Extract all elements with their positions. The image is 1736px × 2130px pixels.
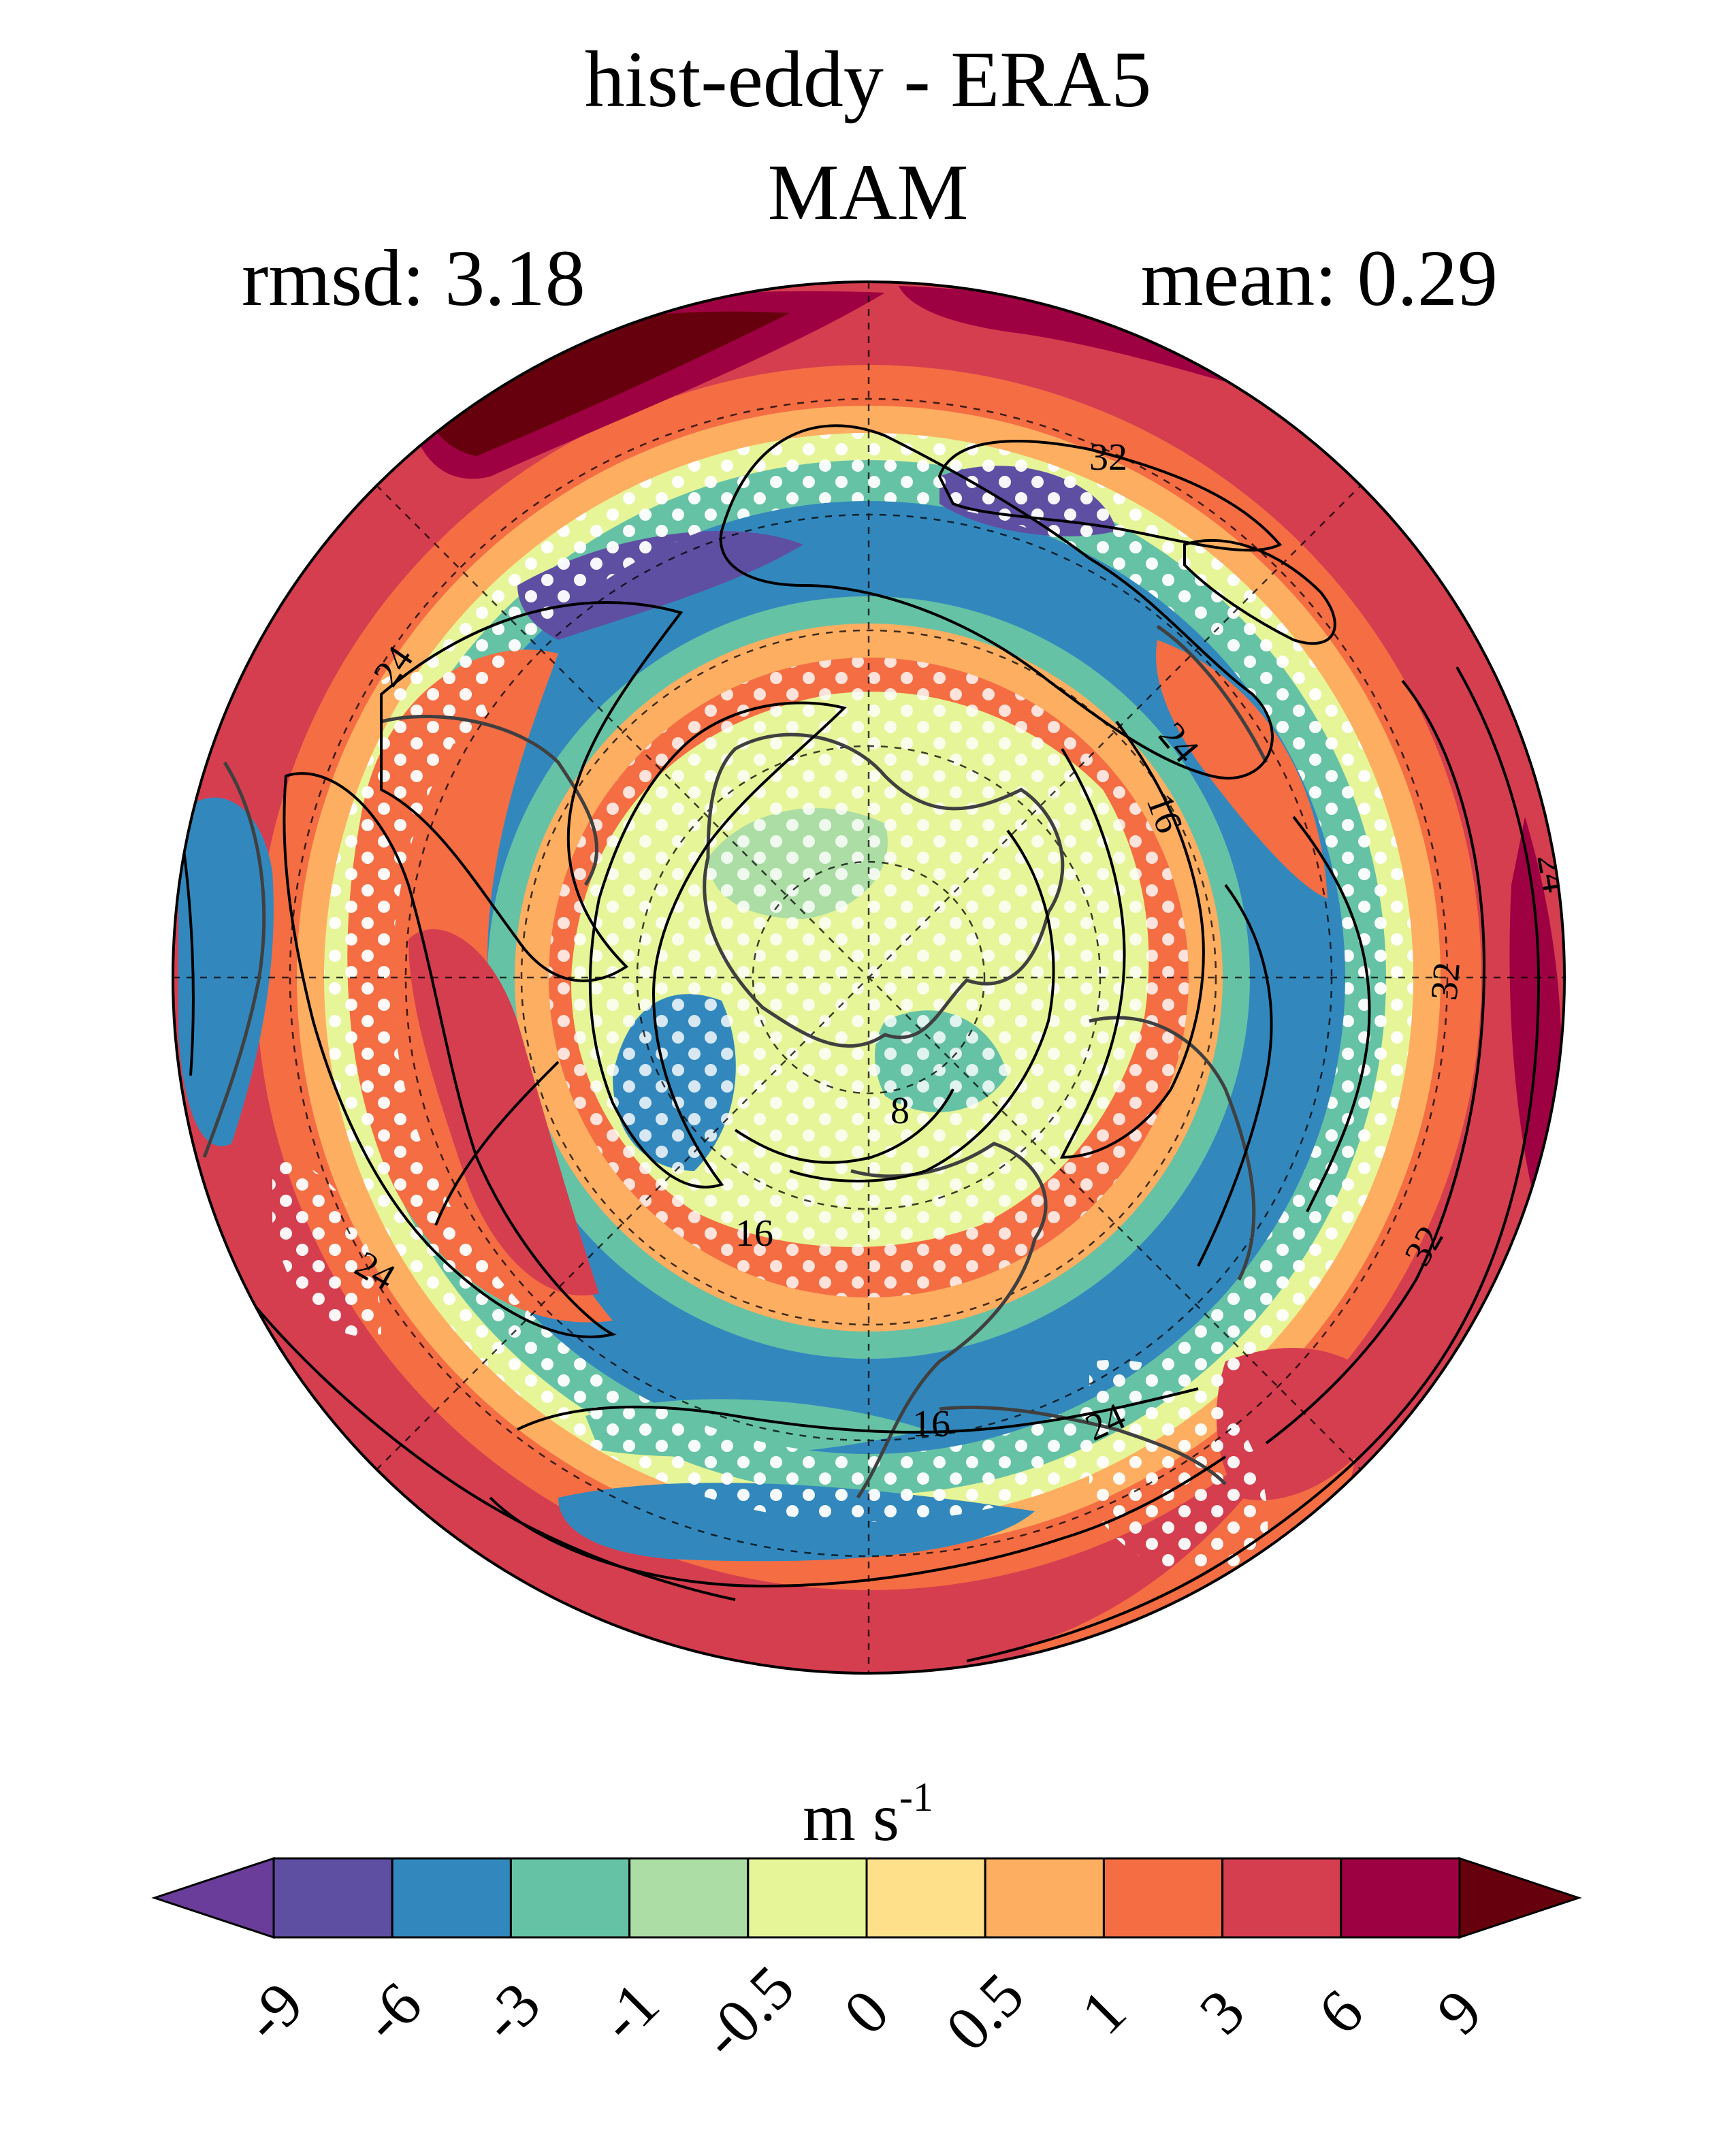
- colorbar-tick-label: 6: [1305, 1976, 1377, 2048]
- colorbar-box: [865, 1857, 986, 1939]
- map-field: 32 24 24 16 24 32 8 16 24 16 24 32: [173, 282, 1564, 1673]
- colorbar-tick-label: -6: [349, 1969, 434, 2054]
- colorbar-tick-label: 0.5: [933, 1960, 1037, 2064]
- title-season: MAM: [767, 148, 969, 237]
- mean-label: mean: 0.29: [1140, 233, 1498, 323]
- colorbar-box: [1102, 1857, 1224, 1939]
- colorbar-box: [628, 1857, 750, 1939]
- colorbar-box: [747, 1857, 868, 1939]
- title-line1: hist-eddy - ERA5: [584, 35, 1152, 124]
- colorbar-box: [1221, 1857, 1343, 1939]
- colorbar-tick-label: -1: [586, 1969, 672, 2054]
- colorbar-box: [984, 1857, 1105, 1939]
- colorbar-box: [1340, 1857, 1461, 1939]
- colorbar-tick-label: 3: [1187, 1976, 1258, 2048]
- colorbar-box: [509, 1857, 631, 1939]
- colorbar-box: [272, 1857, 393, 1939]
- colorbar-tick-label: -3: [468, 1969, 553, 2054]
- rmsd-label: rmsd: 3.18: [242, 233, 585, 323]
- colorbar-tick-label: 1: [1067, 1976, 1139, 2048]
- contour-label: 8: [890, 1090, 910, 1132]
- colorbar-box: [391, 1857, 512, 1939]
- contour-label: 16: [912, 1403, 950, 1445]
- climatology-contours: [176, 424, 1541, 1662]
- map-boundary: [172, 280, 1566, 1675]
- contour-label: 32: [1423, 961, 1468, 1002]
- graticule: [173, 282, 1564, 1673]
- contour-label: 32: [1089, 436, 1127, 479]
- coastlines: [202, 624, 1268, 1499]
- colorbar-tick-label: 0: [831, 1976, 902, 2048]
- contour-label: 16: [735, 1212, 773, 1255]
- colorbar-tick-label: -0.5: [688, 1952, 807, 2071]
- colorbar-over-triangle: [1458, 1856, 1582, 1939]
- colorbar-tick-label: -9: [230, 1969, 316, 2054]
- colorbar-tick-label: 9: [1424, 1976, 1495, 2048]
- colorbar-units: m s-1: [803, 1775, 933, 1855]
- colorbar-under-triangle: [151, 1856, 275, 1939]
